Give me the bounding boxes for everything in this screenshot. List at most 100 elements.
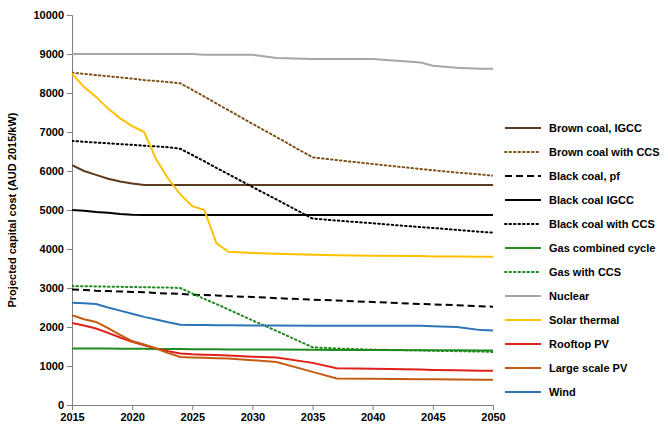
x-tick-mark xyxy=(72,405,73,410)
legend-item: Black coal IGCC xyxy=(505,194,634,206)
x-tick: 2020 xyxy=(120,405,144,423)
y-tick-label: 5000 xyxy=(40,204,64,216)
legend-label: Brown coal with CCS xyxy=(549,146,660,158)
legend-swatch xyxy=(505,391,541,393)
legend-swatch xyxy=(505,367,541,369)
legend-label: Wind xyxy=(549,386,576,398)
y-tick: 10000 xyxy=(33,9,72,21)
y-tick-mark xyxy=(67,249,72,250)
y-tick: 2000 xyxy=(40,321,72,333)
x-tick-label: 2045 xyxy=(421,411,445,423)
y-tick: 7000 xyxy=(40,126,72,138)
y-tick: 6000 xyxy=(40,165,72,177)
x-tick: 2015 xyxy=(60,405,84,423)
x-tick-label: 2020 xyxy=(120,411,144,423)
y-tick: 4000 xyxy=(40,243,72,255)
series-line xyxy=(72,73,493,176)
y-tick-label: 6000 xyxy=(40,165,64,177)
legend-swatch xyxy=(505,319,541,321)
legend-label: Black coal, pf xyxy=(549,170,620,182)
legend-label: Black coal with CCS xyxy=(549,218,655,230)
x-tick-label: 2030 xyxy=(241,411,265,423)
legend-swatch xyxy=(505,175,541,177)
y-tick: 8000 xyxy=(40,87,72,99)
series-line xyxy=(72,290,493,307)
chart: 0 1000 2000 3000 4000 5000 6000 7000 8000 9000 100… xyxy=(0,0,668,435)
x-tick-label: 2015 xyxy=(60,411,84,423)
y-tick-label: 2000 xyxy=(40,321,64,333)
legend-swatch xyxy=(505,271,541,273)
x-tick: 2030 xyxy=(241,405,265,423)
x-tick-mark xyxy=(313,405,314,410)
legend-label: Large scale PV xyxy=(549,362,628,374)
x-tick: 2035 xyxy=(301,405,325,423)
y-tick: 0 xyxy=(58,399,72,411)
y-tick: 5000 xyxy=(40,204,72,216)
legend-item: Rooftop PV xyxy=(505,338,610,350)
y-tick-label: 0 xyxy=(58,399,64,411)
y-tick: 9000 xyxy=(40,48,72,60)
legend-item: Gas combined cycle xyxy=(505,242,655,254)
series-line xyxy=(72,54,493,69)
y-tick-mark xyxy=(67,15,72,16)
x-axis: 2015 2020 2025 2030 2035 2040 2045 2050 xyxy=(60,405,505,423)
series-line xyxy=(72,210,493,215)
x-tick: 2045 xyxy=(421,405,445,423)
x-tick-label: 2040 xyxy=(361,411,385,423)
y-tick-mark xyxy=(67,171,72,172)
legend-swatch xyxy=(505,223,541,225)
lines xyxy=(72,54,493,380)
legend-label: Brown coal, IGCC xyxy=(549,122,642,134)
y-tick-mark xyxy=(67,405,72,406)
legend: Brown coal, IGCC Brown coal with CCS Black… xyxy=(505,122,660,398)
legend-swatch xyxy=(505,199,541,201)
legend-swatch xyxy=(505,127,541,129)
y-tick-label: 8000 xyxy=(40,87,64,99)
x-tick-mark xyxy=(493,405,494,410)
legend-label: Solar thermal xyxy=(549,314,619,326)
x-tick-mark xyxy=(252,405,253,410)
y-tick-mark xyxy=(67,93,72,94)
legend-label: Black coal IGCC xyxy=(549,194,634,206)
legend-swatch xyxy=(505,343,541,345)
y-axis-line xyxy=(67,16,73,406)
x-tick: 2040 xyxy=(361,405,385,423)
y-axis-title: Projected capital cost (AUD 2015/kW) xyxy=(6,112,18,307)
legend-label: Gas with CCS xyxy=(549,266,621,278)
legend-item: Nuclear xyxy=(505,290,590,302)
x-tick-mark xyxy=(132,405,133,410)
legend-item: Large scale PV xyxy=(505,362,628,374)
legend-item: Wind xyxy=(505,386,576,398)
series-line xyxy=(72,74,493,257)
y-tick: 3000 xyxy=(40,282,72,294)
legend-item: Brown coal with CCS xyxy=(505,146,660,158)
y-tick-label: 1000 xyxy=(40,360,64,372)
legend-swatch xyxy=(505,247,541,249)
legend-item: Solar thermal xyxy=(505,314,619,326)
series-line xyxy=(72,165,493,185)
x-tick-label: 2035 xyxy=(301,411,325,423)
x-tick-label: 2050 xyxy=(481,411,505,423)
y-tick-label: 3000 xyxy=(40,282,64,294)
legend-item: Black coal with CCS xyxy=(505,218,655,230)
x-tick-mark xyxy=(433,405,434,410)
legend-label: Nuclear xyxy=(549,290,590,302)
x-tick-label: 2025 xyxy=(181,411,205,423)
y-tick-mark xyxy=(67,210,72,211)
legend-item: Brown coal, IGCC xyxy=(505,122,642,134)
x-axis-line xyxy=(73,406,494,411)
legend-swatch xyxy=(505,295,541,297)
x-tick-mark xyxy=(192,405,193,410)
y-tick-label: 4000 xyxy=(40,243,64,255)
legend-label: Gas combined cycle xyxy=(549,242,655,254)
series-line xyxy=(72,141,493,233)
legend-item: Gas with CCS xyxy=(505,266,621,278)
x-tick: 2025 xyxy=(181,405,205,423)
y-tick-label: 7000 xyxy=(40,126,64,138)
y-axis: 0 1000 2000 3000 4000 5000 6000 7000 8000 9000 100… xyxy=(33,9,72,411)
y-tick-label: 9000 xyxy=(40,48,64,60)
series-line xyxy=(72,303,493,331)
legend-swatch xyxy=(505,151,541,153)
y-tick-mark xyxy=(67,288,72,289)
y-tick-mark xyxy=(67,132,72,133)
